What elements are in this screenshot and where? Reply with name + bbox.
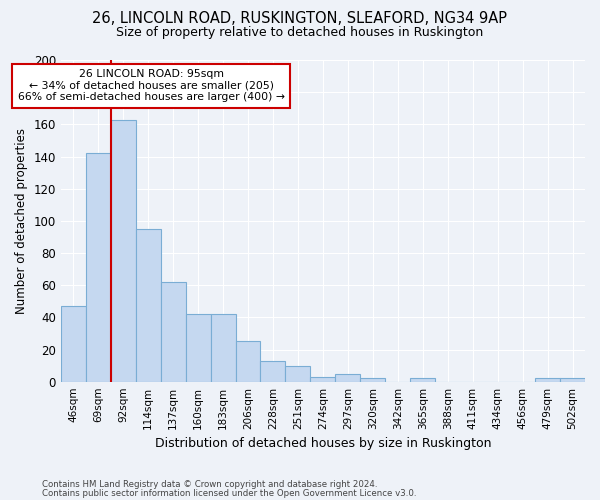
- Bar: [335, 374, 361, 382]
- Text: 26, LINCOLN ROAD, RUSKINGTON, SLEAFORD, NG34 9AP: 26, LINCOLN ROAD, RUSKINGTON, SLEAFORD, …: [92, 11, 508, 26]
- Bar: [286, 366, 310, 382]
- Bar: [161, 282, 185, 382]
- Bar: [361, 378, 385, 382]
- X-axis label: Distribution of detached houses by size in Ruskington: Distribution of detached houses by size …: [155, 437, 491, 450]
- Bar: [260, 361, 286, 382]
- Text: Size of property relative to detached houses in Ruskington: Size of property relative to detached ho…: [116, 26, 484, 39]
- Bar: [86, 154, 111, 382]
- Bar: [236, 342, 260, 382]
- Bar: [535, 378, 560, 382]
- Bar: [61, 306, 86, 382]
- Y-axis label: Number of detached properties: Number of detached properties: [15, 128, 28, 314]
- Bar: [136, 229, 161, 382]
- Text: Contains HM Land Registry data © Crown copyright and database right 2024.: Contains HM Land Registry data © Crown c…: [42, 480, 377, 489]
- Bar: [185, 314, 211, 382]
- Bar: [560, 378, 585, 382]
- Text: Contains public sector information licensed under the Open Government Licence v3: Contains public sector information licen…: [42, 488, 416, 498]
- Bar: [111, 120, 136, 382]
- Text: 26 LINCOLN ROAD: 95sqm
← 34% of detached houses are smaller (205)
66% of semi-de: 26 LINCOLN ROAD: 95sqm ← 34% of detached…: [18, 69, 285, 102]
- Bar: [310, 377, 335, 382]
- Bar: [211, 314, 236, 382]
- Bar: [410, 378, 435, 382]
